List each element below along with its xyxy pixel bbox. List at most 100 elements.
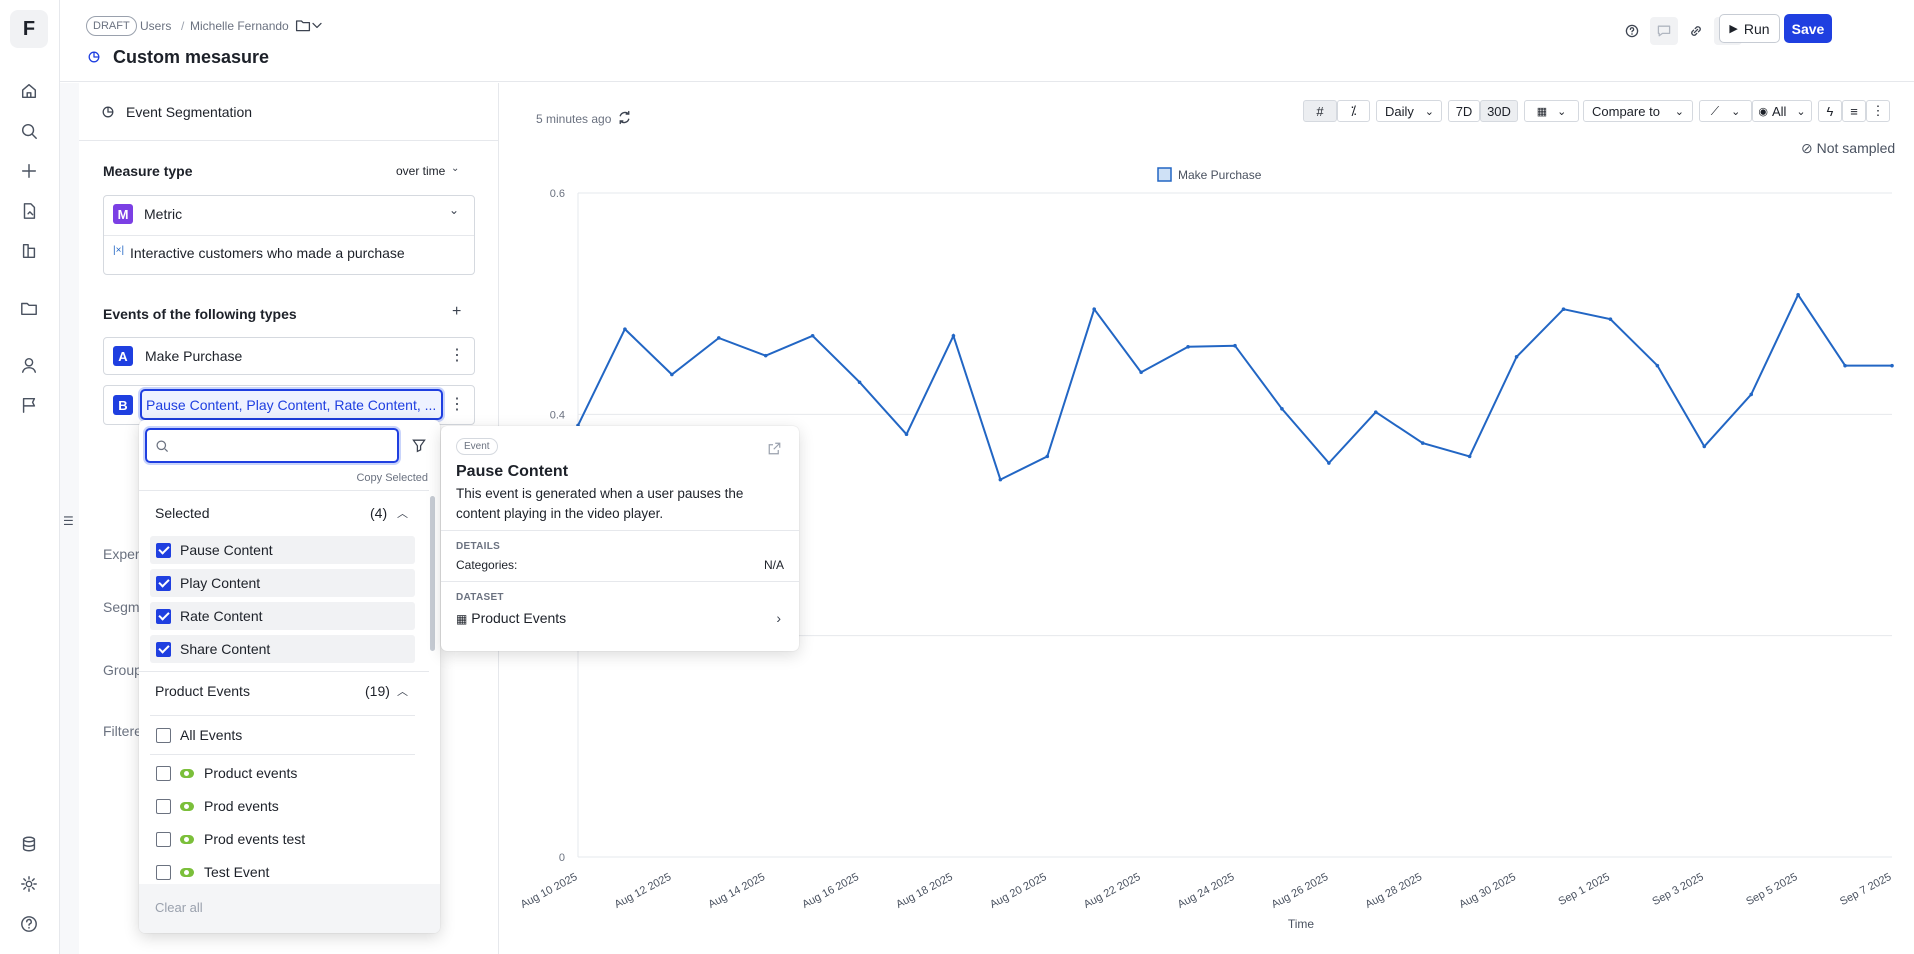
- data-point: [1327, 461, 1331, 465]
- event-b-name: Pause Content, Play Content, Rate Conten…: [146, 397, 436, 413]
- dataset-link[interactable]: ▦ Product Events: [456, 610, 567, 626]
- selected-header[interactable]: Selected: [155, 505, 210, 521]
- user-icon[interactable]: [18, 354, 40, 376]
- selected-item-row[interactable]: [150, 602, 415, 630]
- scrollbar[interactable]: [430, 496, 435, 651]
- save-button[interactable]: Save: [1784, 14, 1832, 43]
- chevron-down-icon: ⌄: [1557, 105, 1567, 118]
- divider: [150, 754, 415, 755]
- chevron-up-icon[interactable]: ︿: [397, 686, 408, 698]
- event-a-menu-icon[interactable]: ⋮: [449, 347, 465, 364]
- gear-icon[interactable]: [18, 873, 40, 895]
- number-view-button[interactable]: #: [1303, 100, 1337, 122]
- chevron-down-icon[interactable]: ⌄: [451, 163, 460, 174]
- checkbox-share-content[interactable]: [156, 642, 171, 657]
- divider: [441, 530, 799, 531]
- folder-icon[interactable]: [289, 11, 317, 39]
- x-tick-label: Aug 20 2025: [988, 871, 1049, 911]
- help-icon[interactable]: [1618, 17, 1646, 45]
- selected-item-row[interactable]: [150, 536, 415, 564]
- list-toggle-icon[interactable]: ☰: [63, 514, 74, 528]
- range-30d-button[interactable]: 30D: [1480, 100, 1518, 122]
- checkbox-event[interactable]: [156, 799, 171, 814]
- comment-icon[interactable]: [1650, 17, 1678, 45]
- divider: [139, 671, 429, 672]
- lightning-icon[interactable]: ϟ: [1818, 100, 1842, 122]
- sampling-status: ⊘ Not sampled: [1801, 140, 1896, 156]
- breadcrumb-users[interactable]: Users: [140, 19, 172, 33]
- home-icon[interactable]: [18, 80, 40, 102]
- divider: [150, 715, 415, 716]
- checkbox-event[interactable]: [156, 865, 171, 880]
- filter-lines-icon[interactable]: ≡: [1842, 100, 1866, 122]
- metric-formula[interactable]: Interactive customers who made a purchas…: [130, 245, 405, 261]
- report-icon[interactable]: [18, 200, 40, 222]
- y-tick-label: 0.4: [550, 409, 565, 421]
- draft-badge: DRAFT: [86, 16, 137, 36]
- chevron-down-icon: ⌄: [1424, 105, 1434, 118]
- database-icon[interactable]: [18, 833, 40, 855]
- event-search-box[interactable]: [145, 428, 399, 463]
- measure-type-select[interactable]: over time: [396, 164, 446, 178]
- selected-item-label: Play Content: [180, 575, 261, 591]
- link-icon[interactable]: [1682, 17, 1710, 45]
- categories-label: Categories:: [456, 558, 518, 572]
- help-icon[interactable]: [18, 913, 40, 935]
- measure-type-label: Measure type: [103, 163, 193, 179]
- x-tick-label: Aug 26 2025: [1270, 871, 1331, 911]
- no-sampling-icon: ⊘: [1801, 140, 1813, 156]
- chevron-right-icon[interactable]: ›: [776, 610, 781, 626]
- filter-label: Filtere: [103, 723, 142, 739]
- clear-all-button[interactable]: Clear all: [155, 900, 203, 915]
- folder-icon[interactable]: [18, 297, 40, 319]
- chevron-up-icon[interactable]: ︿: [397, 508, 408, 520]
- add-event-icon[interactable]: +: [452, 303, 462, 320]
- metric-select[interactable]: Metric: [144, 206, 183, 222]
- selected-item-row[interactable]: [150, 635, 415, 663]
- refresh-icon[interactable]: [616, 109, 633, 126]
- search-icon[interactable]: [18, 120, 40, 142]
- all-events-label: All Events: [180, 727, 243, 743]
- checkbox-event[interactable]: [156, 766, 171, 781]
- flag-icon[interactable]: [18, 394, 40, 416]
- page-title[interactable]: Custom mesasure: [113, 47, 270, 67]
- percent-view-button[interactable]: ⁒: [1337, 100, 1370, 122]
- external-link-icon[interactable]: [767, 441, 782, 456]
- data-point: [1655, 363, 1660, 368]
- checkbox-pause-content[interactable]: [156, 543, 171, 558]
- flask-icon[interactable]: [18, 240, 40, 262]
- compare-select[interactable]: Compare to ⌄: [1583, 100, 1693, 122]
- event-search-input[interactable]: [175, 436, 385, 456]
- event-type-icon: [180, 802, 194, 811]
- checkbox-all-events[interactable]: [156, 728, 171, 743]
- run-button[interactable]: ▶ Run: [1719, 14, 1780, 43]
- visibility-select[interactable]: ◉ All ⌄: [1752, 100, 1812, 122]
- data-point: [1890, 363, 1894, 368]
- event-a-name[interactable]: Make Purchase: [145, 348, 243, 364]
- data-point: [1373, 410, 1378, 414]
- chevron-down-icon[interactable]: ⌄: [449, 203, 460, 217]
- more-menu-icon[interactable]: ⋮: [1866, 100, 1890, 122]
- checkbox-rate-content[interactable]: [156, 609, 171, 624]
- app-logo[interactable]: F: [10, 10, 48, 48]
- interval-select[interactable]: Daily ⌄: [1376, 100, 1442, 122]
- divider: [139, 490, 429, 491]
- selected-item-row[interactable]: [150, 569, 415, 597]
- range-7d-button[interactable]: 7D: [1448, 100, 1480, 122]
- chevron-down-icon[interactable]: [309, 11, 325, 39]
- filter-icon[interactable]: [411, 437, 427, 453]
- checkbox-play-content[interactable]: [156, 576, 171, 591]
- panel-title: Event Segmentation: [126, 104, 253, 120]
- event-b-selector[interactable]: Pause Content, Play Content, Rate Conten…: [140, 389, 443, 420]
- dataset-label: DATASET: [456, 592, 504, 603]
- breadcrumb-owner[interactable]: Michelle Fernando: [190, 19, 289, 33]
- event-b-menu-icon[interactable]: ⋮: [449, 396, 465, 413]
- chart-type-select[interactable]: ⟋ ⌄: [1699, 100, 1752, 122]
- copy-selected-link[interactable]: Copy Selected: [356, 472, 428, 484]
- event-a-row[interactable]: [103, 337, 475, 375]
- group-label: Group: [103, 662, 142, 678]
- checkbox-event[interactable]: [156, 832, 171, 847]
- group-header[interactable]: Product Events: [155, 683, 250, 699]
- plus-icon[interactable]: [18, 160, 40, 182]
- calendar-select[interactable]: ▦ ⌄: [1524, 100, 1579, 122]
